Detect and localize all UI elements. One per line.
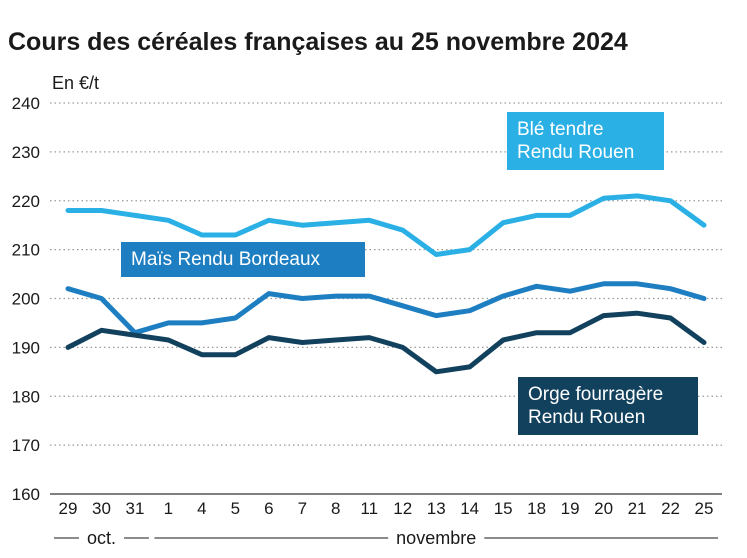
x-tick-label: 11 [360, 499, 378, 518]
x-tick-label: 12 [393, 499, 412, 518]
x-tick-label: 14 [460, 499, 479, 518]
series-label-text: Orge fourragère [528, 384, 663, 405]
x-tick-label: 31 [125, 499, 144, 518]
x-tick-label: 21 [628, 499, 647, 518]
series-label-box [507, 112, 664, 170]
month-label: oct. [87, 528, 116, 548]
y-tick-label: 240 [12, 94, 40, 113]
x-tick-label: 15 [494, 499, 513, 518]
y-axis-unit-label: En €/t [52, 73, 99, 93]
y-tick-label: 160 [12, 485, 40, 504]
month-group-1: novembre [154, 528, 718, 548]
month-group-0: oct. [54, 528, 149, 548]
series-line-0 [65, 193, 707, 257]
x-tick-label: 8 [331, 499, 340, 518]
x-tick-label: 20 [594, 499, 613, 518]
x-tick-label: 5 [231, 499, 240, 518]
gridlines [50, 102, 722, 495]
y-tick-label: 230 [12, 143, 40, 162]
x-tick-label: 4 [197, 499, 206, 518]
y-tick-label: 170 [12, 436, 40, 455]
x-tick-label: 19 [561, 499, 580, 518]
series-lines [65, 193, 707, 375]
x-tick-label: 13 [427, 499, 446, 518]
series-line-2 [65, 310, 707, 375]
series-label-box [121, 242, 365, 277]
chart-title: Cours des céréales françaises au 25 nove… [8, 28, 628, 56]
series-line-1 [65, 281, 707, 336]
series-label-text: Rendu Rouen [528, 407, 645, 428]
x-axis-tick-labels: 29 30 31 1 4 5 6 7 8 11 12 13 14 15 18 19 20 21 22 25 [59, 499, 714, 518]
month-label: novembre [396, 528, 476, 548]
y-tick-label: 210 [12, 241, 40, 260]
series-label-box [518, 377, 698, 435]
x-tick-label: 29 [59, 499, 78, 518]
x-tick-label: 18 [527, 499, 546, 518]
series-label-text: Rendu Rouen [517, 142, 634, 163]
series-label-text: Blé tendre [517, 119, 604, 140]
x-tick-label: 25 [695, 499, 714, 518]
y-tick-label: 220 [12, 192, 40, 211]
x-tick-label: 22 [661, 499, 680, 518]
x-tick-label: 7 [298, 499, 307, 518]
y-tick-label: 180 [12, 387, 40, 406]
x-tick-label: 30 [92, 499, 111, 518]
x-tick-label: 1 [164, 499, 173, 518]
y-axis-tick-labels: 160 170 180 190 200 210 220 230 240 [12, 94, 40, 504]
x-tick-label: 6 [264, 499, 273, 518]
y-tick-label: 190 [12, 338, 40, 357]
series-label-text: Maïs Rendu Bordeaux [131, 249, 321, 270]
series-label-1: Maïs Rendu Bordeaux [121, 242, 365, 277]
y-tick-label: 200 [12, 290, 40, 309]
x-axis-month-groups: oct. novembre [54, 528, 718, 548]
